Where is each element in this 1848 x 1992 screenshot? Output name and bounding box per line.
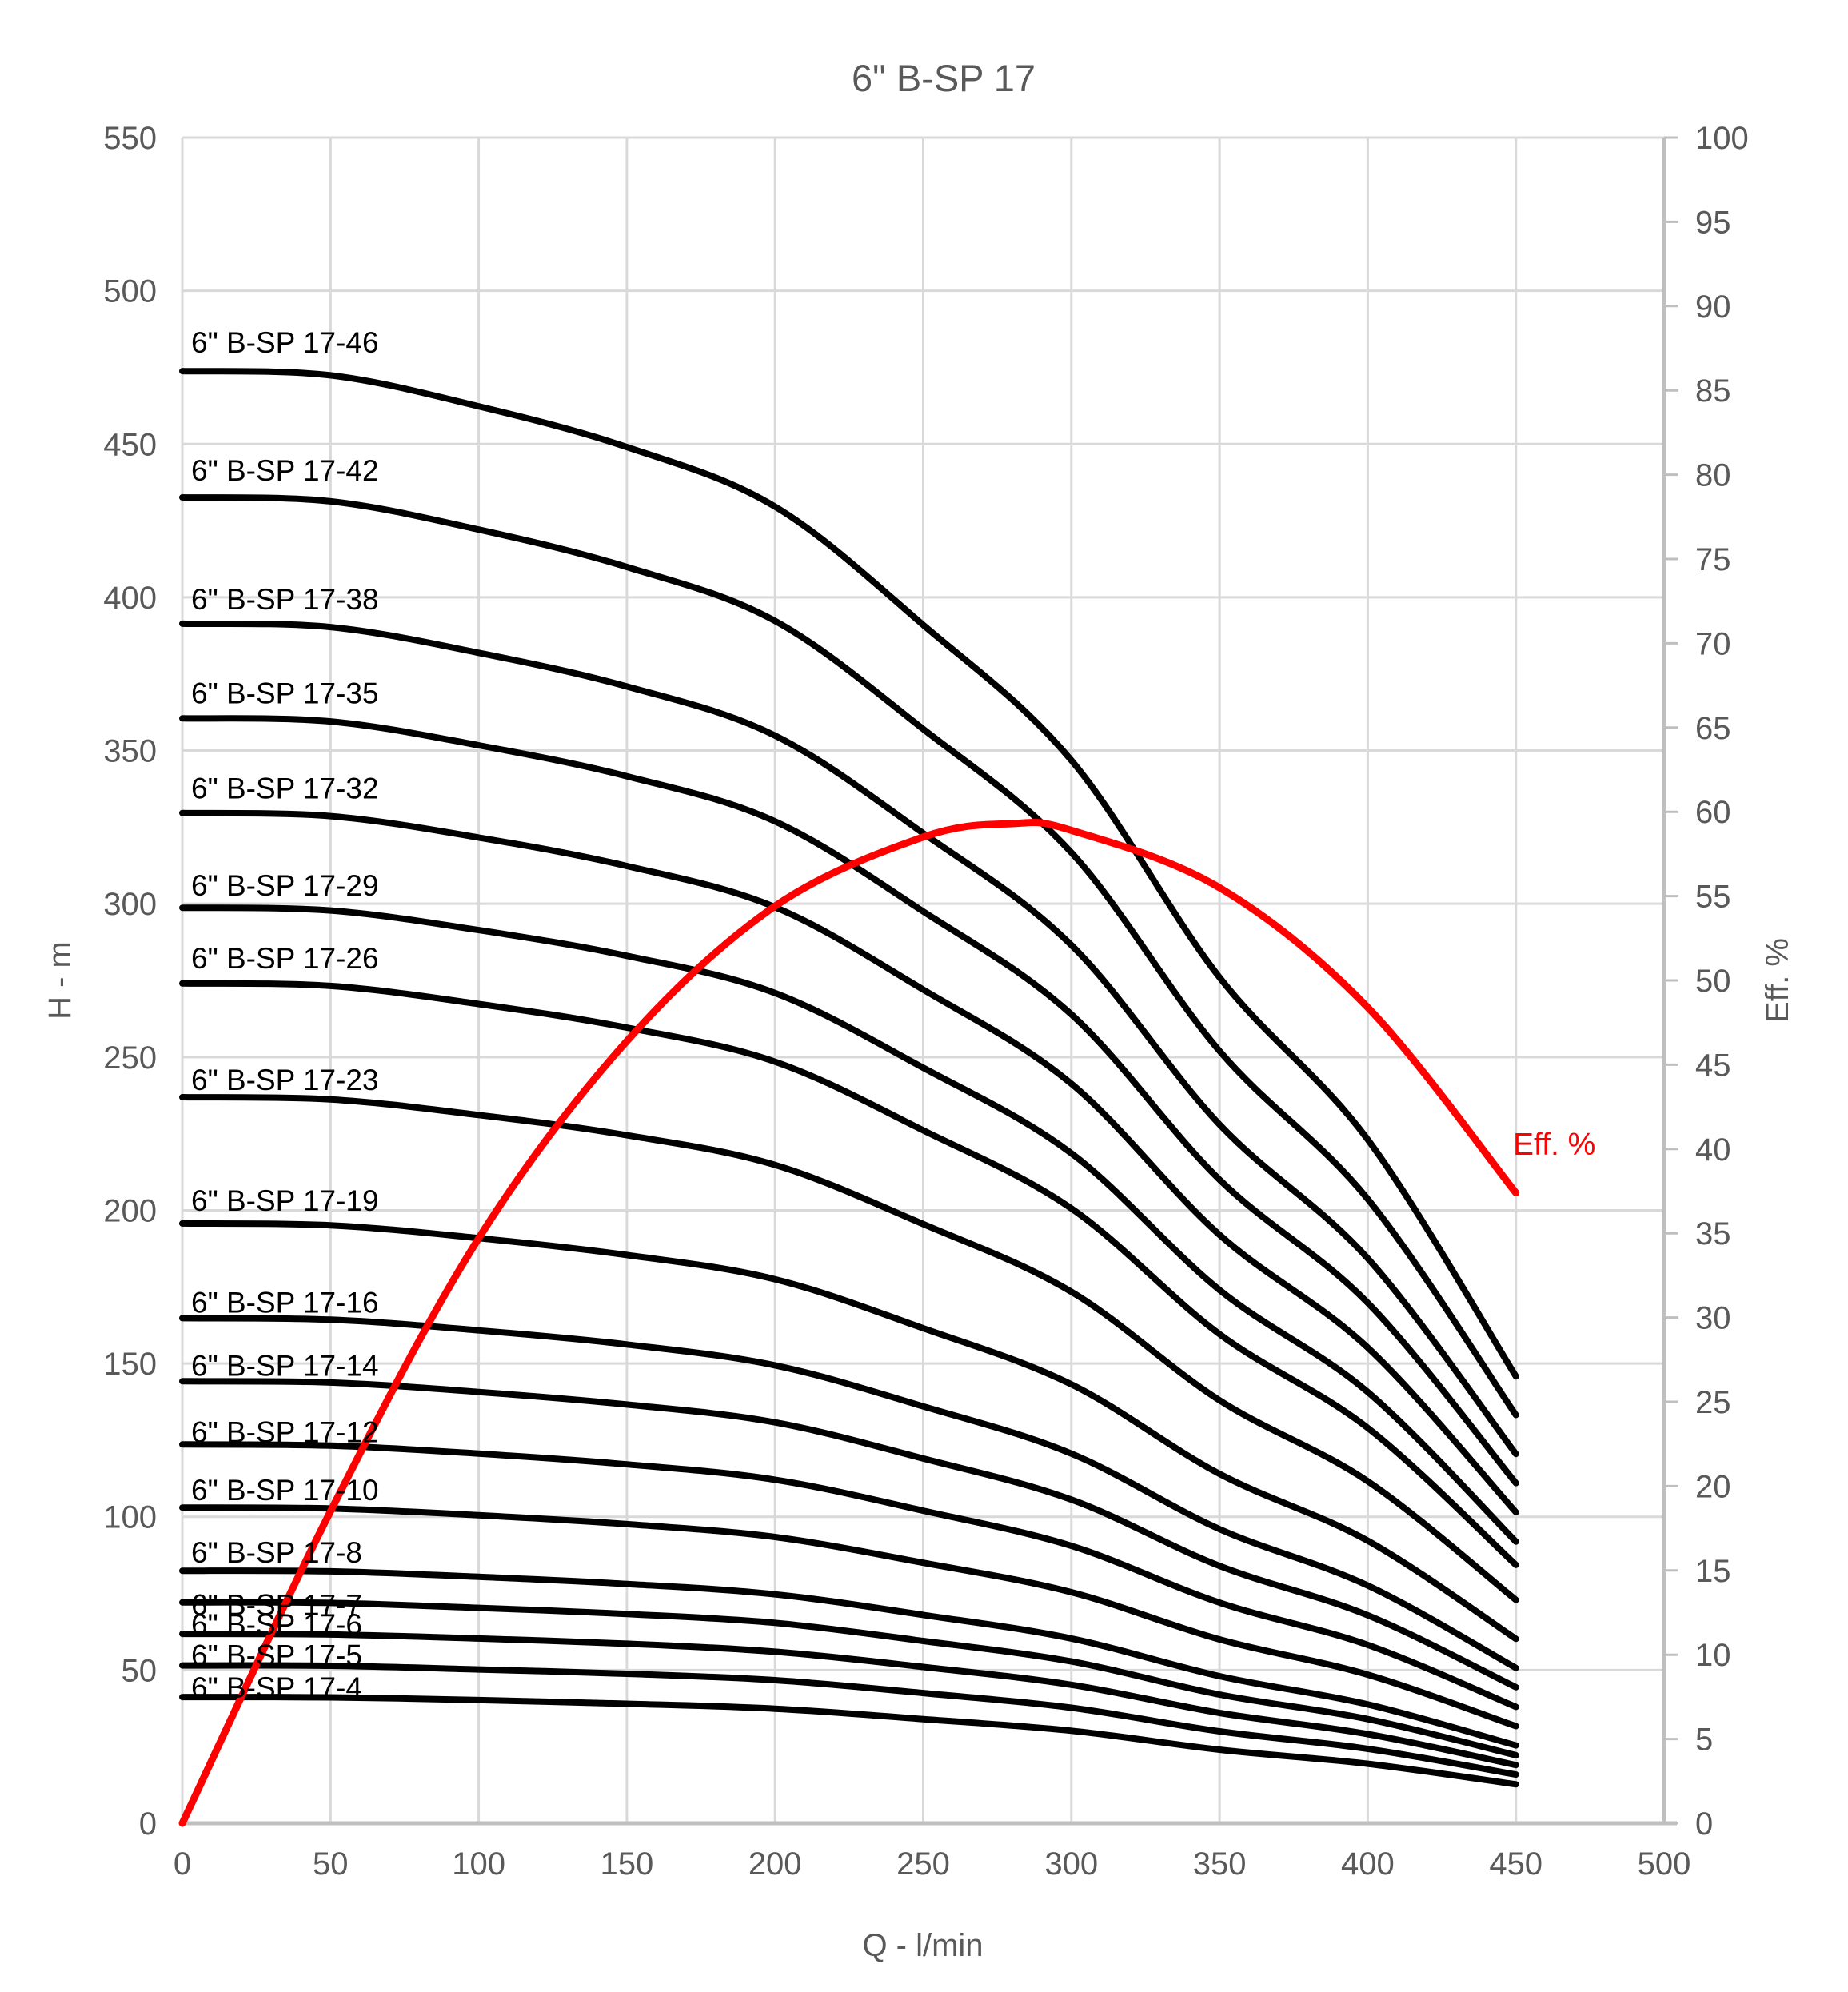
tick-label-left-550: 550 (103, 121, 157, 156)
tick-label-right-90: 90 (1695, 289, 1731, 325)
curve-label-6-b-sp-17-35: 6" B-SP 17-35 (191, 677, 379, 709)
curve-label-6-b-sp-17-38: 6" B-SP 17-38 (191, 583, 379, 616)
curve-label-6-b-sp-17-19: 6" B-SP 17-19 (191, 1184, 379, 1217)
pump-curves (179, 368, 1519, 1788)
tick-label-left-0: 0 (139, 1806, 157, 1842)
tick-label-x-350: 350 (1193, 1846, 1247, 1882)
tick-label-x-150: 150 (601, 1846, 654, 1882)
tick-label-right-80: 80 (1695, 458, 1731, 493)
axis-lines (182, 136, 1678, 1826)
curve-6-b-sp-17-5 (179, 1662, 1519, 1778)
curve-label-6-b-sp-17-6: 6" B-SP 17-6 (191, 1608, 362, 1641)
tick-label-x-0: 0 (174, 1846, 191, 1882)
tick-label-right-30: 30 (1695, 1301, 1731, 1336)
curve-label-6-b-sp-17-26: 6" B-SP 17-26 (191, 942, 379, 975)
tick-label-left-350: 350 (103, 734, 157, 769)
curve-6-b-sp-17-8 (179, 1567, 1519, 1749)
efficiency-curve (178, 819, 1520, 1827)
curve-label-6-b-sp-17-29: 6" B-SP 17-29 (191, 869, 379, 902)
curve-eff-pct (178, 819, 1520, 1827)
tick-label-x-500: 500 (1638, 1846, 1691, 1882)
tick-label-right-55: 55 (1695, 880, 1731, 915)
tick-label-left-100: 100 (103, 1500, 157, 1535)
tick-label-right-95: 95 (1695, 205, 1731, 240)
curve-label-6-b-sp-17-42: 6" B-SP 17-42 (191, 454, 379, 487)
chart-title: 6" B-SP 17 (852, 57, 1036, 99)
curve-label-6-b-sp-17-10: 6" B-SP 17-10 (191, 1474, 379, 1507)
efficiency-curve-label: Eff. % (1513, 1128, 1595, 1162)
tick-label-right-100: 100 (1695, 121, 1749, 156)
tick-label-right-0: 0 (1695, 1806, 1713, 1842)
tick-label-right-45: 45 (1695, 1048, 1731, 1083)
tick-label-left-300: 300 (103, 887, 157, 922)
curve-label-6-b-sp-17-7: 6" B-SP 17-7 (191, 1589, 362, 1622)
curve-6-b-sp-17-35 (179, 715, 1519, 1487)
tick-label-x-450: 450 (1489, 1846, 1543, 1882)
tick-label-right-25: 25 (1695, 1385, 1731, 1420)
tick-label-right-40: 40 (1695, 1132, 1731, 1168)
curve-6-b-sp-17-6 (179, 1631, 1519, 1769)
tick-label-left-250: 250 (103, 1040, 157, 1076)
tick-label-right-10: 10 (1695, 1638, 1731, 1673)
curve-6-b-sp-17-38 (179, 620, 1519, 1458)
curve-6-b-sp-17-7 (179, 1599, 1519, 1758)
tick-label-right-35: 35 (1695, 1216, 1731, 1251)
tick-label-right-20: 20 (1695, 1469, 1731, 1504)
curve-6-b-sp-17-32 (179, 809, 1519, 1515)
curve-label-6-b-sp-17-23: 6" B-SP 17-23 (191, 1064, 379, 1096)
tick-label-left-500: 500 (103, 274, 157, 309)
tick-label-x-400: 400 (1341, 1846, 1395, 1882)
curve-6-b-sp-17-26 (179, 980, 1519, 1568)
curve-6-b-sp-17-29 (179, 904, 1519, 1545)
curve-6-b-sp-17-42 (179, 494, 1519, 1419)
curve-6-b-sp-17-23 (179, 1094, 1519, 1603)
tick-label-right-5: 5 (1695, 1723, 1713, 1758)
curve-6-b-sp-17-10 (179, 1504, 1519, 1730)
tick-label-x-300: 300 (1044, 1846, 1098, 1882)
y-left-axis-title: H - m (42, 941, 78, 1020)
curve-6-b-sp-17-46 (179, 368, 1519, 1380)
curve-label-6-b-sp-17-32: 6" B-SP 17-32 (191, 772, 379, 805)
curve-label-6-b-sp-17-16: 6" B-SP 17-16 (191, 1286, 379, 1319)
tick-labels: 0 50 100 150 200 250 300 350 400 450 5000501001502… (103, 121, 1749, 1882)
tick-label-x-250: 250 (896, 1846, 950, 1882)
curve-labels: 6" B-SP 17-46 6" B-SP 17-42 6" B-SP 17-38 6… (191, 326, 379, 1704)
tick-label-left-450: 450 (103, 427, 157, 462)
curve-label-6-b-sp-17-4: 6" B-SP 17-4 (191, 1671, 362, 1704)
curve-6-b-sp-17-16 (179, 1315, 1519, 1671)
curve-6-b-sp-17-12 (179, 1441, 1519, 1711)
tick-label-left-200: 200 (103, 1193, 157, 1228)
curve-6-b-sp-17-14 (179, 1378, 1519, 1691)
tick-label-right-85: 85 (1695, 373, 1731, 409)
curve-6-b-sp-17-4 (179, 1694, 1519, 1788)
curve-label-6-b-sp-17-14: 6" B-SP 17-14 (191, 1349, 379, 1382)
tick-label-x-50: 50 (313, 1846, 349, 1882)
tick-label-right-15: 15 (1695, 1554, 1731, 1589)
curve-label-6-b-sp-17-5: 6" B-SP 17-5 (191, 1639, 362, 1672)
tick-label-x-100: 100 (452, 1846, 505, 1882)
curve-6-b-sp-17-19 (179, 1220, 1519, 1643)
tick-label-right-75: 75 (1695, 542, 1731, 577)
curve-label-6-b-sp-17-12: 6" B-SP 17-12 (191, 1415, 379, 1448)
tick-label-right-70: 70 (1695, 626, 1731, 661)
curve-label-6-b-sp-17-46: 6" B-SP 17-46 (191, 326, 379, 359)
tick-label-x-200: 200 (748, 1846, 802, 1882)
tick-label-right-50: 50 (1695, 964, 1731, 999)
tick-label-left-150: 150 (103, 1347, 157, 1382)
x-axis-title: Q - l/min (862, 1928, 983, 1963)
tick-label-left-50: 50 (122, 1653, 158, 1688)
curve-label-6-b-sp-17-8: 6" B-SP 17-8 (191, 1536, 362, 1569)
tick-label-right-60: 60 (1695, 795, 1731, 830)
tick-label-left-400: 400 (103, 581, 157, 616)
tick-label-right-65: 65 (1695, 711, 1731, 746)
y-right-axis-title: Eff. % (1760, 938, 1795, 1023)
